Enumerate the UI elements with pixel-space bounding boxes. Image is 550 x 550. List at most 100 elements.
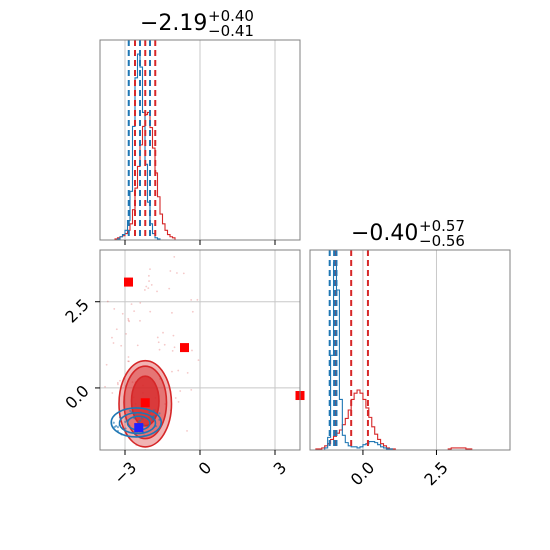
grid-lines bbox=[124, 40, 276, 240]
sample-point bbox=[139, 302, 142, 304]
sample-point bbox=[115, 328, 118, 331]
sample-point bbox=[116, 452, 118, 454]
sample-point bbox=[90, 344, 92, 346]
sample-point-blue bbox=[124, 420, 127, 423]
grid-lines bbox=[362, 250, 437, 450]
sample-point bbox=[191, 349, 193, 352]
sample-point-blue bbox=[158, 418, 161, 421]
sample-point bbox=[143, 289, 146, 291]
sample-point bbox=[130, 303, 133, 305]
title-sup: +0.57 bbox=[419, 217, 465, 235]
sample-point bbox=[158, 348, 161, 351]
y-tick-labels: 0.0 2.5 bbox=[61, 295, 92, 413]
sample-point-blue bbox=[158, 412, 161, 415]
sample-point bbox=[147, 274, 150, 277]
sample-point bbox=[149, 310, 152, 313]
sample-point bbox=[111, 392, 114, 394]
sample-point-blue bbox=[130, 411, 133, 414]
sample-point bbox=[164, 403, 167, 405]
sample-point bbox=[128, 320, 131, 323]
sample-point bbox=[145, 285, 148, 288]
sample-point bbox=[111, 336, 113, 339]
sample-point bbox=[177, 369, 180, 372]
y-tick-label: 2.5 bbox=[61, 295, 92, 326]
sample-point bbox=[104, 385, 106, 388]
sample-point bbox=[190, 388, 193, 391]
sample-point bbox=[169, 270, 172, 272]
sample-point bbox=[171, 311, 173, 314]
sample-point-blue bbox=[113, 425, 116, 429]
sample-point bbox=[149, 268, 151, 271]
tick-marks bbox=[95, 301, 276, 455]
sample-point bbox=[173, 255, 176, 258]
sample-point-blue bbox=[120, 433, 123, 436]
sample-point bbox=[117, 383, 119, 386]
blue-contour-outer bbox=[110, 407, 163, 438]
sample-point bbox=[127, 360, 130, 363]
histogram-panel-1: −2.19 +0.40 −0.41 bbox=[99, 7, 301, 245]
sample-point bbox=[156, 290, 158, 293]
sample-point bbox=[112, 342, 115, 344]
sample-point bbox=[182, 272, 185, 275]
marker-red bbox=[124, 277, 133, 287]
sample-point bbox=[147, 287, 150, 290]
sample-point-blue bbox=[140, 417, 143, 420]
x-tick-label: 2.5 bbox=[420, 458, 451, 489]
sample-point bbox=[119, 379, 121, 382]
sample-point bbox=[171, 349, 174, 352]
sample-point bbox=[177, 400, 180, 403]
sample-point-blue bbox=[112, 421, 115, 424]
sample-point-blue bbox=[116, 426, 120, 429]
quantile-lines bbox=[127, 40, 157, 240]
sample-point-blue bbox=[133, 417, 136, 420]
axes-frame bbox=[309, 249, 511, 451]
sample-point-blue bbox=[152, 415, 156, 418]
sample-point bbox=[133, 310, 136, 312]
blue-contour-middle bbox=[118, 411, 157, 435]
sample-point bbox=[131, 381, 134, 384]
tick-marks bbox=[362, 450, 437, 455]
sample-point bbox=[106, 300, 109, 303]
sample-point-blue bbox=[134, 412, 137, 415]
title-main: −0.40 bbox=[351, 221, 418, 246]
sample-point bbox=[148, 280, 150, 282]
sample-point bbox=[127, 356, 130, 358]
sample-point bbox=[150, 284, 153, 286]
sample-point-blue bbox=[118, 423, 121, 427]
sample-point-blue bbox=[128, 425, 131, 428]
sample-point bbox=[158, 378, 161, 380]
sample-point bbox=[171, 370, 173, 373]
x-tick-label: 3 bbox=[270, 458, 291, 479]
sample-point bbox=[127, 319, 130, 322]
sample-point bbox=[168, 287, 171, 290]
sample-point bbox=[174, 397, 177, 399]
sample-point bbox=[163, 343, 166, 346]
sample-point-blue bbox=[151, 418, 154, 421]
sample-point bbox=[157, 341, 160, 344]
title-sub: −0.41 bbox=[208, 22, 254, 40]
sample-point bbox=[169, 456, 171, 458]
blue-contours bbox=[110, 407, 163, 438]
sample-point-blue bbox=[124, 427, 127, 430]
sample-point bbox=[190, 299, 193, 301]
sample-point bbox=[95, 307, 97, 309]
tick-marks bbox=[124, 240, 276, 245]
sample-point bbox=[139, 319, 141, 322]
sample-point bbox=[138, 243, 140, 245]
sample-point bbox=[125, 332, 128, 335]
y-tick-label: 0.0 bbox=[61, 381, 92, 412]
sample-point bbox=[162, 331, 164, 334]
sample-point bbox=[156, 336, 159, 339]
sample-point-blue bbox=[116, 429, 119, 433]
sample-point bbox=[116, 381, 119, 384]
x-tick-label: 0 bbox=[195, 458, 216, 479]
sample-point-blue bbox=[154, 425, 158, 428]
sample-point bbox=[157, 456, 159, 458]
sample-point bbox=[186, 371, 189, 374]
sample-point bbox=[176, 272, 178, 274]
sample-point-blue bbox=[134, 433, 137, 436]
sample-point-blue bbox=[150, 416, 153, 419]
sample-point-blue bbox=[138, 432, 141, 435]
histogram-panel-2: 0.0 2.5 −0.40 +0.57 −0.56 bbox=[309, 217, 511, 489]
